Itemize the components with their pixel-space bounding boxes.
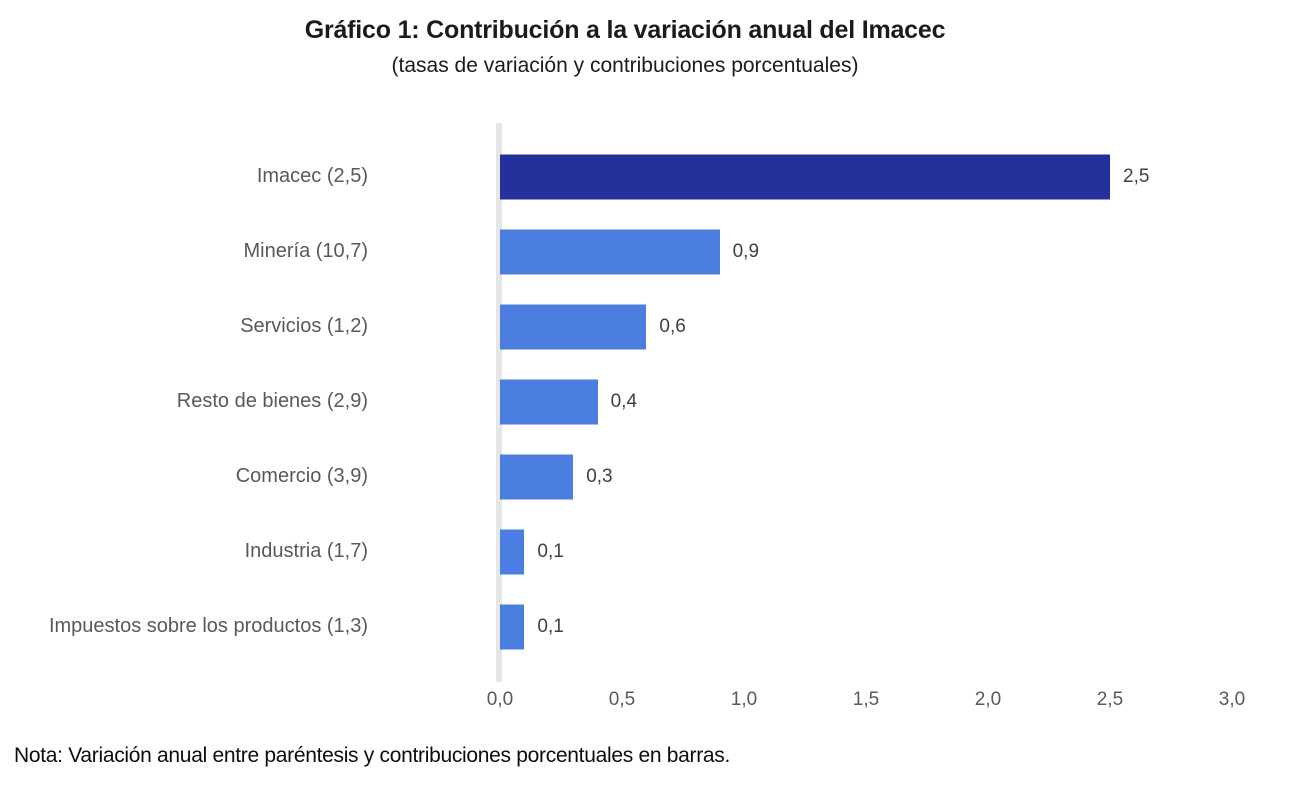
x-tick-label: 3,0 xyxy=(1218,689,1246,710)
footnote: Nota: Variación anual entre paréntesis y… xyxy=(14,744,731,767)
bar-track: 0,4 xyxy=(500,364,1232,439)
bar-row: Comercio (3,9) 0,3 xyxy=(0,439,1291,514)
bar-track: 0,9 xyxy=(500,214,1232,289)
chart-header: Gráfico 1: Contribución a la variación a… xyxy=(0,16,1250,78)
x-tick-label: 0,5 xyxy=(608,689,636,710)
category-label: Servicios (1,2) xyxy=(240,315,368,337)
plot-area: Imacec (2,5) 2,5 Minería (10,7) 0,9 Serv… xyxy=(0,123,1291,723)
x-tick-label: 1,0 xyxy=(730,689,758,710)
category-label: Minería (10,7) xyxy=(243,240,369,262)
category-label: Impuestos sobre los productos (1,3) xyxy=(48,615,368,637)
bar xyxy=(500,529,525,574)
category-label: Industria (1,7) xyxy=(244,540,368,562)
bar-track: 0,1 xyxy=(500,514,1232,589)
value-label: 0,3 xyxy=(586,465,613,487)
bar xyxy=(500,604,525,649)
bar-row: Servicios (1,2) 0,6 xyxy=(0,289,1291,364)
chart-subtitle: (tasas de variación y contribuciones por… xyxy=(391,54,859,77)
bar xyxy=(500,304,647,349)
bar-row: Imacec (2,5) 2,5 xyxy=(0,139,1291,214)
value-label: 0,4 xyxy=(610,390,638,412)
bar xyxy=(500,454,574,499)
chart-title: Gráfico 1: Contribución a la variación a… xyxy=(304,16,946,44)
x-tick-label: 2,0 xyxy=(974,689,1002,710)
x-tick-label: 0,0 xyxy=(486,689,514,710)
category-label: Imacec (2,5) xyxy=(256,165,368,187)
value-label: 0,6 xyxy=(659,315,686,337)
value-label: 0,9 xyxy=(732,240,760,262)
bar-track: 0,6 xyxy=(500,289,1232,364)
bar xyxy=(500,379,598,424)
value-label: 0,1 xyxy=(537,615,564,637)
x-tick-label: 1,5 xyxy=(852,689,880,710)
bar-row: Minería (10,7) 0,9 xyxy=(0,214,1291,289)
category-label: Resto de bienes (2,9) xyxy=(176,390,368,412)
category-label: Comercio (3,9) xyxy=(235,465,368,487)
y-axis-line xyxy=(496,123,502,682)
bar-row: Resto de bienes (2,9) 0,4 xyxy=(0,364,1291,439)
bar-track: 0,3 xyxy=(500,439,1232,514)
value-label: 0,1 xyxy=(537,540,564,562)
bar-row: Industria (1,7) 0,1 xyxy=(0,514,1291,589)
bar-track: 2,5 xyxy=(500,139,1232,214)
x-tick-label: 2,5 xyxy=(1096,689,1124,710)
value-label: 2,5 xyxy=(1123,165,1150,187)
bar xyxy=(500,154,1110,199)
bar xyxy=(500,229,720,274)
x-axis-ticks: 0,0 0,5 1,0 1,5 2,0 2,5 3,0 xyxy=(487,689,1245,713)
bar-rows: Imacec (2,5) 2,5 Minería (10,7) 0,9 Serv… xyxy=(0,139,1291,664)
bar-track: 0,1 xyxy=(500,589,1232,664)
bar-row: Impuestos sobre los productos (1,3) 0,1 xyxy=(0,589,1291,664)
